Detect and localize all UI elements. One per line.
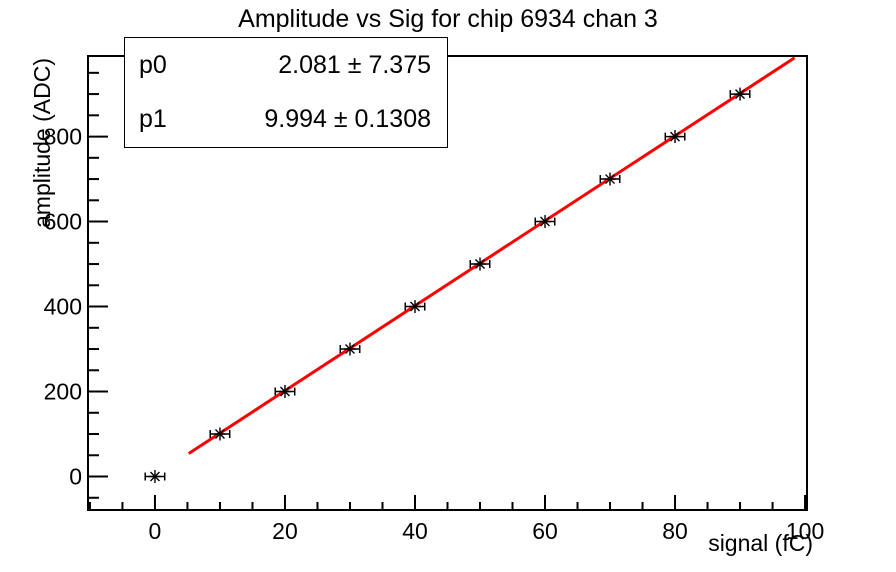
fit-param-name: p0 [139,50,167,79]
fit-param-value: 9.994 ± 0.1308 [264,105,431,134]
data-point [274,385,296,399]
data-point [144,470,166,484]
y-tick-label: 400 [44,294,82,320]
y-tick-label: 800 [44,124,82,150]
x-tick-label: 40 [402,518,428,544]
x-tick-label: 100 [786,518,824,544]
y-tick-label: 0 [69,464,82,490]
data-point [339,342,361,356]
data-point [404,300,426,314]
data-points [144,87,751,484]
data-point [729,87,751,101]
plot-frame-and-data: 0 20 40 60 80 100 0 200 400 600 800 [44,55,824,544]
chart-title: Amplitude vs Sig for chip 6934 chan 3 [238,5,658,33]
fit-stats-box: p0 2.081 ± 7.375 p1 9.994 ± 0.1308 [124,37,448,148]
x-tick-label: 60 [532,518,558,544]
fit-param-row-p0: p0 2.081 ± 7.375 [125,51,447,80]
x-axis: 0 20 40 60 80 100 [88,495,824,544]
x-tick-label: 20 [272,518,298,544]
data-point [599,172,621,186]
data-point [469,257,491,271]
y-tick-label: 200 [44,379,82,405]
data-point [664,130,686,144]
data-point [209,427,231,441]
x-axis-title: signal (fC) [708,530,813,556]
y-axis-title: amplitude (ADC) [29,58,55,228]
x-tick-label: 80 [662,518,688,544]
fit-param-row-p1: p1 9.994 ± 0.1308 [125,105,447,134]
data-point [534,215,556,229]
fit-param-name: p1 [139,105,167,134]
x-tick-label: 0 [149,518,162,544]
y-axis: 0 200 400 600 800 [44,71,108,499]
fit-param-value: 2.081 ± 7.375 [278,50,431,79]
y-tick-label: 600 [44,209,82,235]
